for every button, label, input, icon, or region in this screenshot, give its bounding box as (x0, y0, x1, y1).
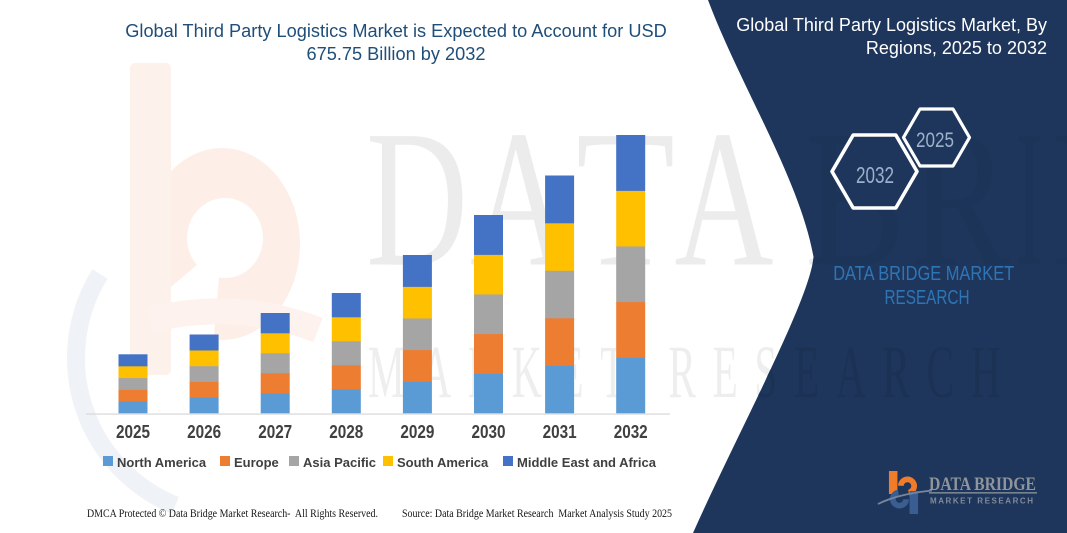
svg-text:2032: 2032 (614, 422, 648, 442)
svg-text:DMCA Protected © Data Bridge M: DMCA Protected © Data Bridge Market Rese… (87, 508, 378, 520)
svg-text:2025: 2025 (916, 129, 954, 152)
svg-text:DATA BRIDGE MARKET: DATA BRIDGE MARKET (833, 263, 1014, 285)
svg-text:D: D (1052, 91, 1067, 308)
svg-text:2030: 2030 (472, 422, 506, 442)
svg-text:2026: 2026 (187, 422, 221, 442)
svg-text:RESEARCH: RESEARCH (885, 287, 970, 309)
svg-text:2032: 2032 (856, 162, 894, 188)
svg-text:2027: 2027 (258, 422, 292, 442)
svg-text:A: A (675, 91, 774, 308)
svg-text:I: I (1016, 91, 1043, 308)
svg-text:DATA BRIDGE: DATA BRIDGE (929, 474, 1036, 495)
svg-text:2031: 2031 (543, 422, 577, 442)
svg-text:2025: 2025 (116, 422, 150, 442)
svg-text:MARKET RESEARCH: MARKET RESEARCH (930, 497, 1033, 506)
svg-text:2029: 2029 (400, 422, 434, 442)
svg-text:Source: Data Bridge Market Res: Source: Data Bridge Market Research Mark… (402, 508, 672, 520)
svg-text:2028: 2028 (329, 422, 363, 442)
